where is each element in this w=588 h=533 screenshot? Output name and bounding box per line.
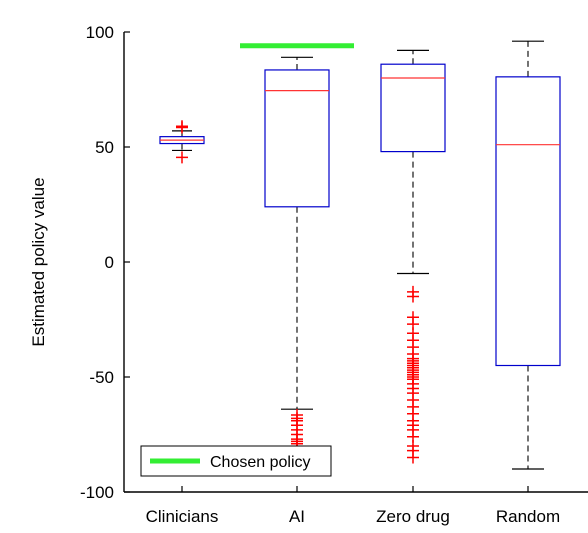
outlier-marker bbox=[176, 120, 188, 133]
legend: Chosen policy bbox=[140, 445, 332, 477]
outlier-marker bbox=[407, 290, 419, 303]
outlier-marker bbox=[176, 151, 188, 164]
y-tick-label: 0 bbox=[105, 253, 114, 272]
box-zero-drug bbox=[380, 49, 446, 464]
x-tick-label: Zero drug bbox=[376, 507, 450, 526]
iqr-box bbox=[264, 69, 330, 208]
box-clinicians bbox=[159, 120, 205, 164]
outlier-marker bbox=[407, 451, 419, 464]
y-tick-label: 50 bbox=[95, 138, 114, 157]
box-ai bbox=[264, 56, 330, 450]
y-axis-label: Estimated policy value bbox=[29, 177, 48, 346]
x-tick-label: Clinicians bbox=[146, 507, 219, 526]
y-tick-label: -50 bbox=[89, 368, 114, 387]
x-tick-label: Random bbox=[496, 507, 560, 526]
boxes-layer bbox=[159, 40, 561, 470]
box-random bbox=[495, 40, 561, 470]
iqr-box bbox=[495, 76, 561, 367]
y-tick-label: -100 bbox=[80, 483, 114, 502]
axes: 100 50 0 -50 -100 Clinicians AI Zero drug Random… bbox=[29, 23, 588, 526]
legend-label: Chosen policy bbox=[210, 454, 311, 471]
iqr-box bbox=[380, 63, 446, 153]
x-tick-label: AI bbox=[289, 507, 305, 526]
y-tick-label: 100 bbox=[86, 23, 114, 42]
